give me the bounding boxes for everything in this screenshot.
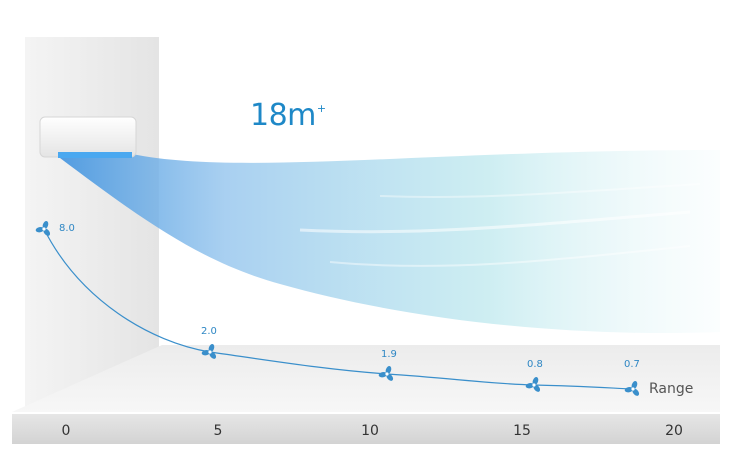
fan-icon xyxy=(624,381,640,396)
air-streak xyxy=(379,183,701,199)
fan-value-label: 0.8 xyxy=(527,359,543,370)
air-streak xyxy=(329,245,691,267)
fan-icon xyxy=(525,377,541,392)
ruler-tick-label: 0 xyxy=(61,423,71,439)
ruler-tick-label: 10 xyxy=(361,423,379,439)
airflow-distance-headline: 18m+ xyxy=(250,98,326,133)
fan-icon xyxy=(201,344,217,359)
fan-value-label: 8.0 xyxy=(59,223,75,234)
air-conditioner xyxy=(39,116,137,158)
air-streak xyxy=(299,210,691,234)
fan-value-label: 0.7 xyxy=(624,359,640,370)
range-curve xyxy=(43,228,634,390)
distance-ruler xyxy=(12,414,720,444)
fan-value-label: 2.0 xyxy=(201,326,217,337)
air-stream xyxy=(60,150,720,334)
fan-icon xyxy=(378,366,394,381)
fan-value-label: 1.9 xyxy=(381,349,397,360)
ruler-tick-label: 15 xyxy=(513,423,531,439)
ruler-tick-label: 5 xyxy=(213,423,223,439)
floor xyxy=(12,345,720,412)
ruler-tick-label: 20 xyxy=(665,423,683,439)
range-label: Range xyxy=(649,381,694,397)
fan-icon xyxy=(35,221,51,236)
